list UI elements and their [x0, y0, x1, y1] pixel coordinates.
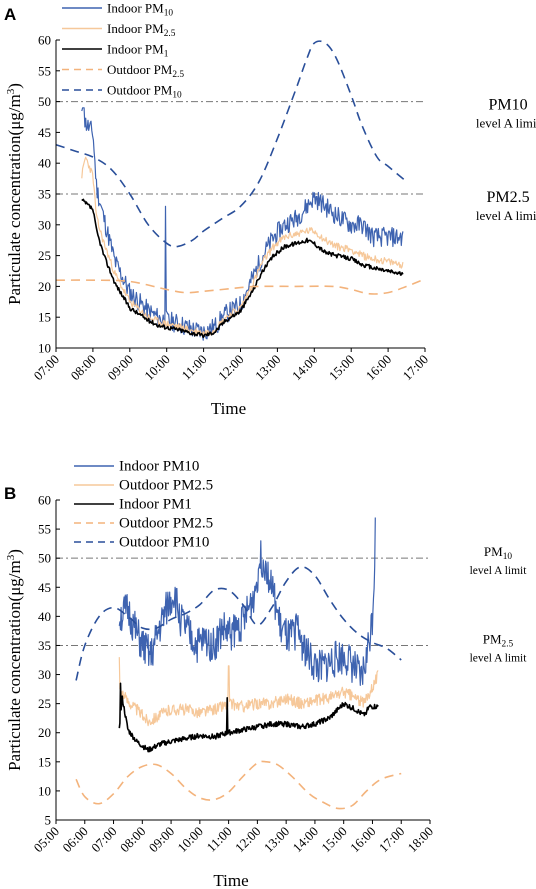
y-tick-label: 10: [38, 341, 51, 356]
y-tick-label: 40: [38, 609, 51, 624]
y-axis-title-text: Particulate concentration(μg/m: [5, 94, 24, 305]
limit-sublabel-1: level A limit: [470, 652, 528, 664]
series-indoor-pm10: [118, 517, 376, 687]
y-tick-label: 55: [38, 63, 51, 78]
legend-label-0: Indoor PM10: [107, 1, 173, 19]
series-indoor-pm1: [118, 682, 379, 753]
legend-label-4-sub: 10: [172, 91, 182, 101]
legend-label-1-sub: 2.5: [164, 29, 176, 39]
series-outdoor-pm10: [75, 565, 402, 681]
legend-label-3: Outdoor PM2.5: [107, 62, 184, 80]
y-tick-label: 35: [38, 187, 51, 202]
legend-label-3-sub: 2.5: [172, 70, 184, 80]
limit-label-1-base: PM: [483, 631, 502, 646]
y-tick-label: 25: [38, 248, 51, 263]
x-axis-title: Time: [213, 871, 248, 889]
legend-label-0: Indoor PM10: [119, 459, 199, 475]
y-axis-title: Particulate concentration(μg/m3): [5, 549, 24, 771]
legend-label-4-base: Outdoor PM: [107, 83, 173, 98]
y-axis-title-sup: 3: [5, 554, 17, 560]
y-tick-label: 10: [38, 783, 51, 798]
legend-label-4: Outdoor PM10: [119, 535, 209, 551]
legend-label-4-base: Outdoor PM10: [119, 535, 209, 551]
y-tick-label: 15: [38, 310, 51, 325]
x-axis-title: Time: [211, 399, 246, 418]
legend-label-1-base: Outdoor PM2.5: [119, 478, 213, 494]
panel-letter: A: [4, 5, 16, 24]
limit-label-1: PM2.5: [486, 189, 529, 206]
legend-label-2-sub: 1: [164, 50, 169, 60]
y-tick-label: 50: [38, 551, 51, 566]
limit-sublabel-1: level A limit: [476, 208, 536, 223]
y-axis-title-sup: 3: [5, 88, 17, 94]
y-tick-label: 30: [38, 217, 51, 232]
y-tick-label: 45: [38, 580, 51, 595]
limit-label-0-base: PM: [484, 544, 503, 559]
y-tick-label: 20: [38, 725, 51, 740]
y-tick-label: 30: [38, 667, 51, 682]
legend-label-0-base: Indoor PM10: [119, 459, 199, 475]
limit-label-0: PM10: [484, 544, 512, 562]
legend-label-2-base: Indoor PM: [107, 42, 164, 57]
y-tick-label: 35: [38, 638, 51, 653]
y-tick-label: 25: [38, 696, 51, 711]
limit-label-0-sub: 10: [503, 552, 513, 562]
series-outdoor-pm25: [75, 760, 402, 810]
limit-sublabel-0: level A limit: [476, 116, 536, 131]
limit-label-0: PM10: [488, 97, 527, 114]
legend-label-0-sub: 10: [164, 9, 174, 19]
panel-letter: B: [4, 484, 16, 503]
y-tick-label: 45: [38, 125, 51, 140]
legend-label-2: Indoor PM1: [107, 42, 169, 60]
series-indoor-pm25: [118, 657, 379, 727]
limit-label-1-sub: 2.5: [502, 639, 514, 649]
y-tick-label: 55: [38, 522, 51, 537]
legend-label-1: Outdoor PM2.5: [119, 478, 213, 494]
y-axis-title-close: ): [5, 83, 24, 89]
y-tick-label: 60: [38, 493, 51, 508]
y-tick-label: 20: [38, 279, 51, 294]
series-indoor-pm1: [81, 198, 404, 339]
series-indoor-pm10: [81, 107, 404, 341]
y-tick-label: 40: [38, 156, 51, 171]
legend-label-0-base: Indoor PM: [107, 1, 164, 16]
limit-label-1: PM2.5: [483, 631, 514, 649]
limit-sublabel-0: level A limit: [470, 565, 528, 577]
y-tick-label: 15: [38, 754, 51, 769]
legend-label-1-base: Indoor PM: [107, 21, 164, 36]
y-tick-label: 60: [38, 33, 51, 48]
legend-label-2: Indoor PM1: [119, 497, 192, 513]
legend-label-2-base: Indoor PM1: [119, 497, 192, 513]
legend-label-3: Outdoor PM2.5: [119, 516, 213, 532]
y-tick-label: 50: [38, 94, 51, 109]
legend-label-3-base: Outdoor PM2.5: [119, 516, 213, 532]
legend-label-3-base: Outdoor PM: [107, 62, 173, 77]
legend-label-4: Outdoor PM10: [107, 83, 182, 101]
legend-label-1: Indoor PM2.5: [107, 21, 176, 39]
y-axis-title-text: Particulate concentration(μg/m: [5, 560, 24, 771]
y-axis-title-close: ): [5, 549, 24, 555]
y-tick-label: 5: [45, 813, 52, 828]
y-axis-title: Particulate concentration(μg/m3): [5, 83, 24, 305]
